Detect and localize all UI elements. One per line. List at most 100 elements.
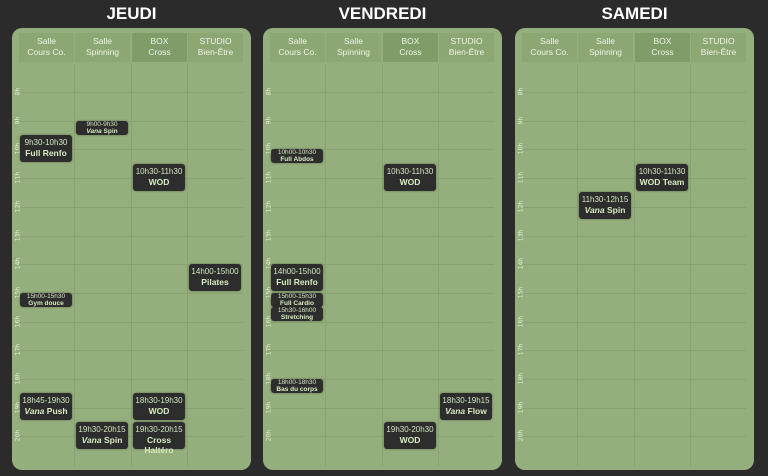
class-event[interactable]: 14h00-15h00 Pilates — [189, 264, 241, 292]
hour-gridline — [18, 206, 243, 208]
column-header-line1: STUDIO — [702, 36, 735, 46]
day-title: JEUDI — [106, 4, 157, 23]
class-event[interactable]: 18h45-19h30 Vana Push — [20, 393, 72, 421]
hour-gridline — [269, 149, 494, 151]
event-time: 18h30-19h30 — [135, 396, 183, 406]
hour-gridline — [269, 407, 494, 409]
hour-label: 14h — [517, 257, 525, 270]
hour-gridline — [18, 178, 243, 180]
hour-label: 17h — [265, 344, 273, 356]
hour-gridline — [269, 321, 494, 323]
class-event[interactable]: 15h30-16h00 Stretching — [271, 307, 323, 322]
event-title: Gym douce — [20, 300, 72, 307]
event-time: 10h30-11h30 — [135, 166, 183, 176]
event-title-brand: Vana — [445, 406, 466, 417]
event-title-brand: Vana — [86, 127, 102, 135]
column-header: Salle Spinning — [578, 33, 633, 62]
event-time: 15h00-15h30 — [26, 292, 66, 300]
day-panel-vendredi: Salle Cours Co. Salle Spinning BOX Cross STUDI… — [263, 28, 502, 470]
column-header-line2: Bien-Être — [448, 47, 485, 57]
column-header: BOX Cross — [132, 33, 187, 62]
event-title: Vana Spin — [76, 435, 128, 445]
column-header-line2: Spinning — [588, 47, 623, 57]
event-time: 11h30-12h15 — [581, 195, 629, 205]
event-title-text: WOD Team — [639, 176, 685, 187]
hour-label: 9h — [517, 116, 525, 124]
hour-gridline — [18, 379, 243, 380]
class-event[interactable]: 18h00-18h30 Bas du corps — [271, 379, 323, 393]
hour-gridline — [18, 120, 243, 122]
day-panel-samedi: Salle Cours Co. Salle Spinning BOX Cross STUDI… — [515, 28, 754, 470]
hour-label: 13h — [265, 229, 273, 241]
event-time: 10h30-11h30 — [386, 166, 434, 176]
column-header-line1: BOX — [401, 36, 420, 46]
hour-label: 19h — [517, 401, 525, 413]
event-title-text: Bas du corps — [276, 386, 318, 393]
event-title: Vana Flow — [440, 406, 492, 416]
column-header: BOX Cross — [635, 33, 690, 62]
hour-label: 12h — [517, 200, 525, 213]
event-title-brand: Vana — [24, 406, 45, 417]
class-event[interactable]: 15h00-15h30 Gym douce — [20, 292, 72, 307]
event-time: 18h30-19h15 — [442, 396, 490, 406]
column-header-line2: Bien-Être — [700, 47, 737, 57]
hour-gridline — [521, 350, 746, 352]
hour-label: 12h — [14, 200, 22, 213]
hour-label: 8h — [517, 87, 525, 96]
class-event[interactable]: 18h30-19h15 Vana Flow — [440, 393, 492, 421]
column-header-line1: BOX — [150, 36, 169, 46]
column-header: BOX Cross — [383, 33, 438, 62]
event-time: 15h30-16h00 — [277, 307, 317, 315]
day-title: VENDREDI — [338, 4, 427, 23]
column-header-line2: Spinning — [85, 47, 120, 57]
hour-gridline — [18, 407, 243, 409]
class-event[interactable]: 19h30-20h30 WOD — [384, 422, 436, 450]
column-header-line2: Cours Co. — [530, 47, 569, 57]
hour-gridline — [521, 407, 746, 409]
hour-label: 20h — [265, 430, 273, 442]
class-event[interactable]: 11h30-12h15 Vana Spin — [579, 192, 631, 220]
hour-label: 9h — [265, 116, 273, 124]
class-event[interactable]: 19h30-20h15 Vana Spin — [76, 422, 128, 450]
event-title-text: Spin — [604, 205, 626, 216]
class-event[interactable]: 15h00-15h30 Full Cardio — [271, 292, 323, 307]
hour-gridline — [269, 178, 494, 180]
event-title: Vana Spin — [579, 205, 631, 215]
hour-gridline — [521, 120, 746, 122]
class-event[interactable]: 19h30-20h15 Cross Haltéro — [133, 422, 185, 455]
class-event[interactable]: 18h30-19h30 WOD — [133, 393, 185, 421]
column-header-line1: STUDIO — [450, 36, 483, 46]
column-header: Salle Spinning — [75, 33, 130, 62]
event-time: 18h00-18h30 — [277, 379, 317, 386]
hour-label: 17h — [14, 344, 22, 356]
hour-gridline — [521, 264, 746, 266]
hour-gridline — [521, 292, 746, 294]
hour-label: 19h — [265, 401, 273, 413]
class-event[interactable]: 10h30-11h30 WOD — [133, 163, 185, 191]
event-title-text: Full Abdos — [280, 156, 314, 164]
hour-label: 8h — [14, 87, 22, 96]
class-event[interactable]: 10h00-10h30 Full Abdos — [271, 149, 323, 164]
hour-gridline — [521, 206, 746, 208]
event-title: Bas du corps — [271, 386, 323, 393]
event-title-brand: Vana — [81, 435, 102, 446]
hour-gridline — [521, 436, 746, 438]
event-title-text: WOD — [148, 176, 170, 187]
event-title-text: Stretching — [280, 314, 314, 322]
class-event[interactable]: 9h00-9h30 Vana Spin — [76, 120, 128, 135]
hour-gridline — [521, 178, 746, 180]
class-event[interactable]: 9h30-10h30 Full Renfo — [20, 135, 72, 163]
hour-gridline — [521, 149, 746, 151]
event-time: 14h00-15h00 — [273, 267, 321, 277]
event-title: WOD — [384, 435, 436, 445]
class-event[interactable]: 10h30-11h30 WOD — [384, 163, 436, 191]
class-event[interactable]: 10h30-11h30 WOD Team — [636, 163, 688, 191]
column-header-line2: Cours Co. — [278, 47, 317, 57]
column-header-line1: Salle — [93, 36, 112, 46]
class-event[interactable]: 14h00-15h00 Full Renfo — [271, 264, 323, 292]
event-title: Vana Spin — [76, 128, 128, 135]
event-time: 14h00-15h00 — [191, 267, 239, 277]
hour-gridline — [269, 235, 494, 237]
column-header-line2: Cours Co. — [27, 47, 66, 57]
hour-gridline — [269, 264, 494, 266]
